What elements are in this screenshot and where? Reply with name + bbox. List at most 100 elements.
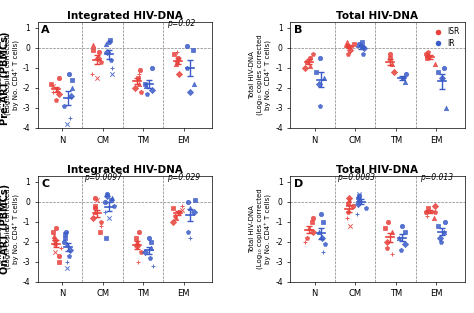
Point: [431, 61, 439, 66]
Point: [63, 241, 70, 246]
Point: [88, 71, 96, 76]
Title: Total HIV-DNA: Total HIV-DNA: [337, 165, 419, 175]
Point: [319, 249, 327, 254]
Point: [63, 229, 70, 234]
Point: [401, 241, 409, 246]
Point: [107, 38, 114, 43]
Point: [65, 253, 73, 258]
Point: [141, 249, 149, 254]
Text: D: D: [294, 179, 303, 189]
Point: [68, 85, 76, 90]
Point: [390, 69, 398, 74]
Point: [175, 209, 183, 214]
Point: [136, 81, 143, 86]
Point: [50, 233, 57, 238]
Point: [191, 197, 198, 202]
Point: [143, 91, 151, 96]
Point: [137, 67, 144, 72]
Point: [64, 259, 71, 264]
Point: [148, 65, 156, 70]
Point: [320, 75, 328, 80]
Point: [172, 215, 180, 220]
Point: [48, 81, 55, 86]
Point: [135, 75, 142, 80]
Point: [424, 205, 432, 210]
Point: [105, 39, 113, 44]
Point: [135, 229, 143, 234]
Point: [423, 55, 431, 60]
Point: [401, 229, 409, 234]
Point: [345, 197, 353, 202]
Point: [355, 197, 363, 202]
Point: [175, 71, 183, 76]
Point: [350, 41, 358, 46]
Point: [442, 105, 450, 110]
Point: [147, 239, 155, 244]
Point: [55, 253, 63, 258]
Point: [109, 71, 116, 76]
Point: [107, 197, 114, 202]
Point: [438, 75, 446, 80]
Text: p=0.0083: p=0.0083: [337, 173, 375, 182]
Point: [343, 39, 350, 44]
Point: [388, 251, 396, 256]
Point: [142, 84, 149, 89]
Point: [170, 205, 177, 210]
Point: [344, 209, 352, 214]
Point: [431, 203, 438, 208]
Point: [137, 249, 145, 254]
Point: [64, 265, 71, 270]
Point: [90, 215, 97, 220]
Point: [356, 191, 363, 196]
Point: [301, 239, 309, 244]
Point: [345, 195, 353, 200]
Point: [401, 80, 409, 85]
Point: [136, 71, 143, 76]
Point: [395, 235, 402, 240]
Point: [54, 87, 61, 92]
Point: [316, 55, 324, 60]
Point: [173, 49, 181, 54]
Point: [360, 45, 368, 50]
Point: [315, 81, 322, 86]
Point: [174, 55, 182, 60]
Point: [102, 235, 110, 240]
Point: [301, 65, 309, 70]
Point: [132, 235, 140, 240]
Point: [319, 219, 327, 224]
Point: [346, 223, 354, 228]
Point: [91, 203, 99, 208]
Point: [356, 41, 363, 46]
Point: [321, 241, 328, 246]
Point: [183, 65, 191, 70]
Point: [309, 215, 317, 220]
Point: [98, 219, 105, 224]
Point: [52, 97, 60, 102]
Point: [343, 215, 351, 220]
Point: [304, 59, 311, 64]
Point: [306, 64, 314, 69]
Point: [386, 51, 394, 56]
Point: [141, 81, 148, 86]
Point: [55, 75, 63, 80]
Point: [388, 61, 396, 66]
Point: [95, 49, 103, 54]
Point: [359, 51, 367, 56]
Point: [133, 239, 141, 244]
Point: [384, 219, 392, 224]
Point: [362, 205, 370, 210]
Point: [424, 54, 431, 59]
Point: [171, 213, 178, 218]
Text: p=0.0097: p=0.0097: [84, 173, 122, 182]
Point: [61, 231, 69, 236]
Point: [440, 65, 448, 70]
Text: p=0.013: p=0.013: [420, 173, 453, 182]
Point: [306, 225, 313, 230]
Point: [97, 229, 104, 234]
Point: [66, 247, 73, 252]
Point: [90, 47, 97, 52]
Point: [57, 245, 65, 250]
Point: [51, 241, 59, 246]
Point: [146, 235, 153, 240]
Point: [187, 90, 194, 95]
